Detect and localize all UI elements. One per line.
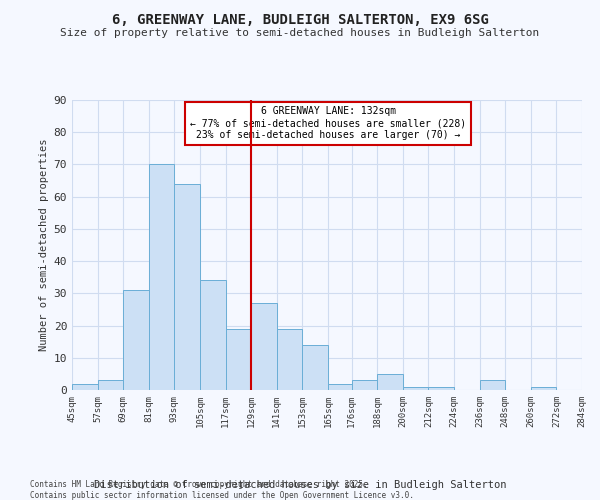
Bar [149,164,175,390]
Bar [175,184,200,390]
Bar [428,387,454,390]
Bar [352,380,377,390]
Bar [277,329,302,390]
Bar [302,345,328,390]
Bar [226,329,251,390]
Bar [200,280,226,390]
Text: 6, GREENWAY LANE, BUDLEIGH SALTERTON, EX9 6SG: 6, GREENWAY LANE, BUDLEIGH SALTERTON, EX… [112,12,488,26]
Bar [479,380,505,390]
Bar [403,387,428,390]
Text: Size of property relative to semi-detached houses in Budleigh Salterton: Size of property relative to semi-detach… [61,28,539,38]
Bar [72,384,98,390]
Y-axis label: Number of semi-detached properties: Number of semi-detached properties [40,138,49,352]
Text: Distribution of semi-detached houses by size in Budleigh Salterton: Distribution of semi-detached houses by … [94,480,506,490]
Text: Contains HM Land Registry data © Crown copyright and database right 2025.
Contai: Contains HM Land Registry data © Crown c… [30,480,414,500]
Bar [531,387,556,390]
Bar [377,374,403,390]
Bar [98,380,123,390]
Bar [123,290,149,390]
Bar [328,384,353,390]
Text: 6 GREENWAY LANE: 132sqm
← 77% of semi-detached houses are smaller (228)
23% of s: 6 GREENWAY LANE: 132sqm ← 77% of semi-de… [190,106,466,140]
Bar [251,303,277,390]
